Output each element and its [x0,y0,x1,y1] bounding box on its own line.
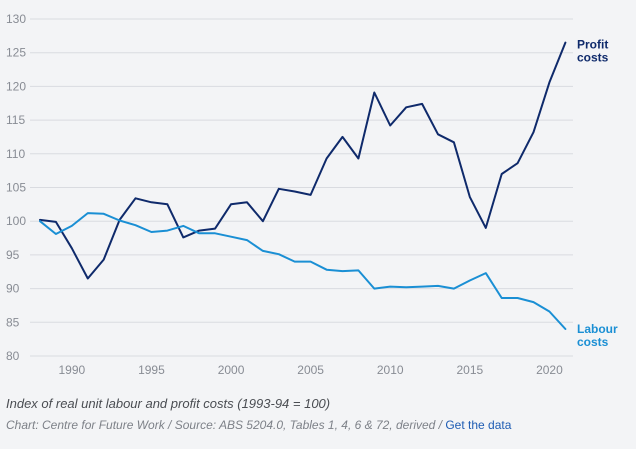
series-labels: Profit costs Labour costs [577,38,618,349]
series-label-profit-costs: Profit costs [577,38,609,65]
chart-source: Chart: Centre for Future Work / Source: … [6,418,511,432]
get-the-data-link[interactable]: Get the data [445,418,512,432]
y-tick-label: 130 [6,12,26,26]
x-tick-label: 2010 [377,363,404,377]
y-tick-label: 80 [6,349,20,363]
x-tick-label: 2015 [456,363,483,377]
y-axis-ticks: 80 85 90 95 100 105 110 115 120 125 130 [6,12,26,363]
y-tick-label: 125 [6,46,26,60]
x-tick-label: 2000 [218,363,245,377]
gridlines [30,18,573,357]
y-tick-label: 120 [6,79,26,93]
series-label-labour-costs: Labour costs [577,322,618,349]
series-line-labour-costs [39,212,567,330]
x-tick-label: 1990 [58,363,85,377]
x-axis-ticks: 1990 1995 2000 2005 2010 2015 2020 [58,363,563,377]
source-text: Chart: Centre for Future Work / Source: … [6,418,446,432]
y-tick-label: 105 [6,181,26,195]
y-tick-label: 115 [6,113,25,127]
y-tick-label: 110 [6,147,25,161]
y-tick-label: 85 [6,315,20,329]
y-tick-label: 90 [6,282,20,296]
x-tick-label: 2005 [297,363,324,377]
chart-caption: Index of real unit labour and profit cos… [6,396,331,411]
x-tick-label: 2020 [536,363,563,377]
series-lines [39,41,567,330]
y-tick-label: 95 [6,248,20,262]
y-tick-label: 100 [6,214,26,228]
line-chart: 80 85 90 95 100 105 110 115 120 125 130 1990 1995 20… [6,12,618,377]
series-line-profit-costs [39,41,567,280]
x-tick-label: 1995 [138,363,165,377]
